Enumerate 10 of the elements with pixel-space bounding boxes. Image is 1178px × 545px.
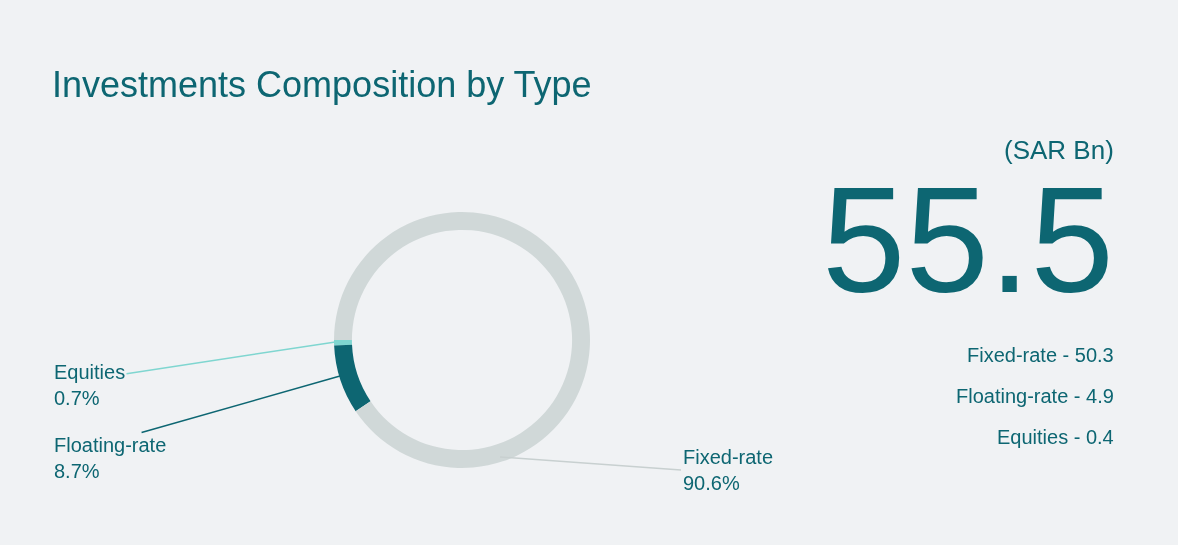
slice-label: Equities (54, 361, 126, 383)
chart-title: Investments Composition by Type (52, 63, 592, 105)
slice-label: Fixed-rate (683, 446, 774, 468)
text: Fixed-rate - 50.3 (967, 344, 1114, 366)
data-label: 0.7% (54, 387, 100, 409)
data-label: 8.7% (54, 460, 100, 482)
slice-label: Floating-rate (54, 434, 167, 456)
data-label: 90.6% (683, 472, 740, 494)
text: Equities - 0.4 (997, 426, 1114, 448)
text: Floating-rate - 4.9 (956, 385, 1114, 407)
